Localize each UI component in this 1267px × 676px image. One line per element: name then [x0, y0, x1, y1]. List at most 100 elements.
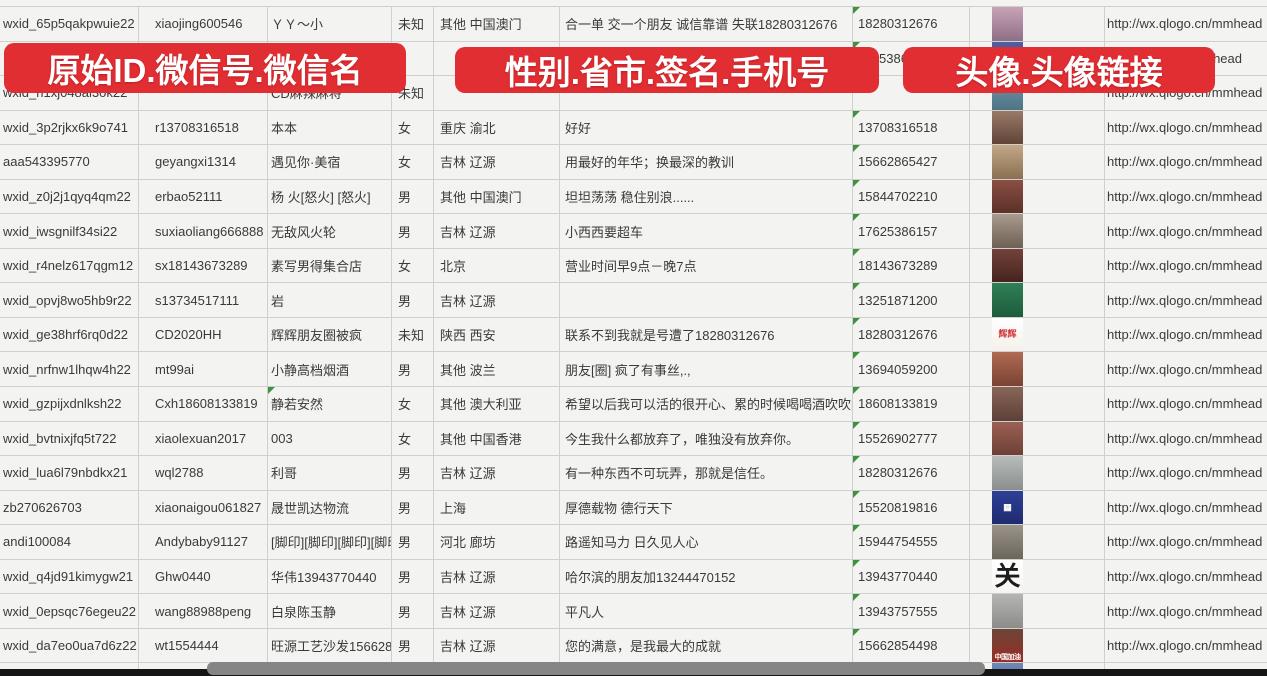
cell-avatar-url[interactable]: http://wx.qlogo.cn/mmhead [1107, 534, 1263, 550]
cell-avatar-url[interactable]: http://wx.qlogo.cn/mmhead [1107, 569, 1263, 585]
cell-province-city[interactable]: 吉林 辽源 [434, 214, 560, 248]
cell-avatar-url[interactable]: http://wx.qlogo.cn/mmhead [1107, 16, 1263, 32]
cell-province-city[interactable]: 上海 [434, 490, 560, 525]
cell-province-city[interactable]: 重庆 渝北 [434, 110, 560, 145]
cell-avatar-url[interactable]: http://wx.qlogo.cn/mmhead [1107, 119, 1263, 135]
cell-original-id[interactable]: wxid_3p2rjkx6k9o741 [0, 110, 139, 145]
cell-wechat-name[interactable]: 遇见你·美宿 [268, 145, 392, 179]
cell-avatar-url[interactable]: http://wx.qlogo.cn/mmhead [1107, 292, 1263, 308]
cell-original-id[interactable]: wxid_da7eo0ua7d6z22 [0, 628, 139, 663]
cell-signature[interactable]: 希望以后我可以活的很开心、累的时候喝喝酒吹吹[ [560, 387, 853, 421]
cell-gender[interactable]: 男 [392, 283, 434, 317]
cell-avatar[interactable] [970, 283, 1105, 317]
cell-gender[interactable]: 男 [392, 594, 434, 628]
cell-original-id[interactable]: wxid_65p5qakpwuie22 [0, 7, 139, 41]
cell-signature[interactable]: 厚德载物 德行天下 [560, 490, 853, 525]
cell-phone[interactable]: 15520819816 [853, 490, 970, 525]
cell-signature[interactable] [560, 283, 853, 317]
cell-avatar-url[interactable]: http://wx.qlogo.cn/mmhead [1107, 223, 1263, 239]
cell-avatar[interactable]: 辉辉 [970, 317, 1105, 352]
cell-province-city[interactable]: 吉林 辽源 [434, 283, 560, 317]
cell-province-city[interactable]: 吉林 辽源 [434, 628, 560, 663]
cell-wechat-name[interactable]: 小静高档烟酒 [268, 352, 392, 387]
cell-avatar-url[interactable]: http://wx.qlogo.cn/mmhead [1107, 603, 1263, 619]
cell-gender[interactable]: 男 [392, 559, 434, 594]
cell-avatar[interactable] [970, 594, 1105, 628]
cell-original-id[interactable]: wxid_nrfnw1lhqw4h22 [0, 352, 139, 387]
cell-phone[interactable]: 18280312676 [853, 456, 970, 490]
cell-wechat-id[interactable]: Cxh18608133819 [139, 387, 268, 421]
cell-phone[interactable]: 18280312676 [853, 317, 970, 352]
cell-avatar[interactable]: 关 [970, 559, 1105, 594]
cell-phone[interactable]: 18608133819 [853, 387, 970, 421]
cell-phone[interactable]: 13943770440 [853, 559, 970, 594]
cell-province-city[interactable]: 其他 中国澳门 [434, 7, 560, 41]
cell-gender[interactable]: 未知 [392, 317, 434, 352]
cell-avatar[interactable] [970, 421, 1105, 456]
cell-phone[interactable]: 15662854498 [853, 628, 970, 663]
cell-original-id[interactable]: wxid_iwsgnilf34si22 [0, 214, 139, 248]
cell-signature[interactable]: 好好 [560, 110, 853, 145]
cell-signature[interactable]: 朋友[圈] 疯了有事丝,., [560, 352, 853, 387]
cell-phone[interactable]: 13943757555 [853, 594, 970, 628]
cell-wechat-id[interactable]: Ghw0440 [139, 559, 268, 594]
cell-gender[interactable]: 女 [392, 145, 434, 179]
cell-wechat-id[interactable]: r13708316518 [139, 110, 268, 145]
cell-wechat-id[interactable]: geyangxi1314 [139, 145, 268, 179]
cell-avatar[interactable] [970, 387, 1105, 421]
cell-avatar[interactable] [970, 352, 1105, 387]
cell-phone[interactable]: 13694059200 [853, 352, 970, 387]
cell-original-id[interactable]: wxid_r4nelz617qgm12 [0, 248, 139, 283]
cell-avatar-url[interactable]: http://wx.qlogo.cn/mmhead [1107, 327, 1263, 343]
cell-wechat-name[interactable]: [脚印][脚印][脚印][脚印] [268, 525, 392, 559]
cell-avatar[interactable] [970, 7, 1105, 41]
cell-original-id[interactable]: wxid_lua6l79nbdkx21 [0, 456, 139, 490]
cell-wechat-name[interactable]: 003 [268, 421, 392, 456]
cell-avatar[interactable] [970, 145, 1105, 179]
cell-gender[interactable]: 男 [392, 352, 434, 387]
cell-gender[interactable]: 未知 [392, 7, 434, 41]
cell-phone[interactable]: 15844702210 [853, 179, 970, 214]
cell-phone[interactable]: 13708316518 [853, 110, 970, 145]
cell-gender[interactable] [392, 41, 434, 76]
cell-avatar[interactable]: 中国加油 [970, 628, 1105, 663]
cell-original-id[interactable]: wxid_ge38hrf6rq0d22 [0, 317, 139, 352]
cell-original-id[interactable]: wxid_opvj8wo5hb9r22 [0, 283, 139, 317]
cell-wechat-name[interactable]: 辉辉朋友圈被疯 [268, 317, 392, 352]
cell-gender[interactable]: 男 [392, 214, 434, 248]
cell-original-id[interactable]: wxid_0epsqc76egeu22 [0, 594, 139, 628]
cell-signature[interactable]: 路遥知马力 日久见人心 [560, 525, 853, 559]
cell-gender[interactable]: 男 [392, 179, 434, 214]
cell-avatar[interactable] [970, 110, 1105, 145]
cell-wechat-id[interactable]: xiaolexuan2017 [139, 421, 268, 456]
cell-avatar-url[interactable]: http://wx.qlogo.cn/mmhead [1107, 465, 1263, 481]
cell-original-id[interactable]: wxid_q4jd91kimygw21 [0, 559, 139, 594]
cell-signature[interactable]: 用最好的年华；换最深的教训 [560, 145, 853, 179]
cell-wechat-id[interactable]: wang88988peng [139, 594, 268, 628]
cell-wechat-name[interactable]: 本本 [268, 110, 392, 145]
cell-wechat-name[interactable]: ＹＹ～小 [268, 7, 392, 41]
cell-gender[interactable]: 男 [392, 525, 434, 559]
cell-wechat-id[interactable]: erbao52111 [139, 179, 268, 214]
cell-signature[interactable]: 小西西要超车 [560, 214, 853, 248]
cell-wechat-id[interactable]: wql2788 [139, 456, 268, 490]
cell-wechat-id[interactable]: suxiaoliang666888 [139, 214, 268, 248]
cell-phone[interactable]: 15526902777 [853, 421, 970, 456]
cell-avatar[interactable] [970, 179, 1105, 214]
cell-avatar[interactable] [970, 248, 1105, 283]
cell-gender[interactable]: 女 [392, 110, 434, 145]
cell-phone[interactable]: 15662865427 [853, 145, 970, 179]
cell-wechat-name[interactable]: 岩 [268, 283, 392, 317]
cell-province-city[interactable]: 吉林 辽源 [434, 559, 560, 594]
cell-signature[interactable]: 坦坦荡荡 稳住别浪...... [560, 179, 853, 214]
cell-wechat-name[interactable]: 素写男得集合店 [268, 248, 392, 283]
cell-wechat-id[interactable]: mt99ai [139, 352, 268, 387]
cell-wechat-id[interactable]: wt1554444 [139, 628, 268, 663]
cell-signature[interactable]: 您的满意，是我最大的成就 [560, 628, 853, 663]
cell-province-city[interactable]: 吉林 辽源 [434, 456, 560, 490]
cell-gender[interactable]: 女 [392, 387, 434, 421]
cell-original-id[interactable]: aaa543395770 [0, 145, 139, 179]
cell-province-city[interactable]: 其他 波兰 [434, 352, 560, 387]
cell-wechat-name[interactable]: 晟世凯达物流 [268, 490, 392, 525]
cell-wechat-name[interactable]: 旺源工艺沙发15662854 [268, 628, 392, 663]
